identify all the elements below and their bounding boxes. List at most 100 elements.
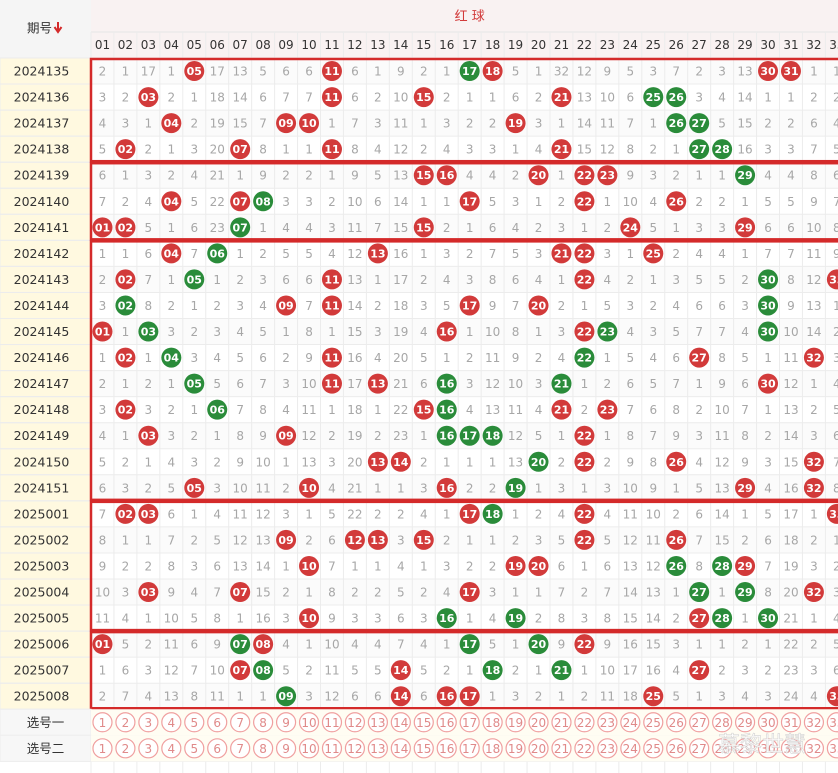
omission-value: 1: [741, 612, 749, 626]
omission-value: 8: [787, 273, 795, 287]
selectable-ball[interactable]: [298, 712, 320, 733]
selectable-ball[interactable]: [230, 712, 251, 733]
selectable-ball[interactable]: [551, 738, 572, 759]
selectable-ball[interactable]: [367, 712, 388, 733]
selectable-ball[interactable]: [712, 712, 733, 733]
omission-value: 4: [695, 247, 703, 261]
selectable-ball[interactable]: [666, 738, 687, 759]
selectable-ball[interactable]: [597, 738, 618, 759]
red-ball: [803, 347, 824, 368]
selectable-ball[interactable]: [344, 712, 366, 733]
selectable-ball[interactable]: [115, 712, 136, 733]
selectable-ball[interactable]: [666, 712, 687, 733]
selectable-ball[interactable]: [826, 738, 838, 759]
omission-value: 1: [695, 377, 703, 391]
selectable-ball[interactable]: [712, 738, 733, 759]
selectable-ball[interactable]: [459, 738, 480, 759]
omission-value: 12: [301, 429, 316, 443]
selectable-ball[interactable]: [321, 712, 343, 733]
omission-value: 3: [695, 429, 703, 443]
omission-value: 2: [672, 507, 680, 521]
omission-value: 1: [190, 91, 198, 105]
selectable-ball[interactable]: [390, 712, 411, 733]
selectable-ball[interactable]: [436, 712, 457, 733]
selectable-ball[interactable]: [620, 738, 641, 759]
selectable-ball[interactable]: [643, 712, 664, 733]
selectable-ball[interactable]: [253, 712, 274, 733]
selectable-ball[interactable]: [505, 712, 526, 733]
selectable-ball[interactable]: [138, 738, 159, 759]
omission-value: 24: [783, 690, 798, 704]
omission-value: 12: [485, 377, 500, 391]
selectable-ball[interactable]: [230, 738, 251, 759]
omission-value: 1: [420, 429, 428, 443]
ball-number: 02: [118, 299, 133, 312]
selectable-ball[interactable]: [253, 738, 274, 759]
selectable-ball[interactable]: [413, 712, 434, 733]
omission-value: 7: [672, 65, 680, 79]
selectable-ball[interactable]: [574, 712, 595, 733]
omission-value: 2: [535, 612, 543, 626]
selectable-ball[interactable]: [344, 738, 366, 759]
selectable-ball[interactable]: [138, 712, 159, 733]
omission-value: 2: [420, 143, 428, 157]
selectable-ball[interactable]: [505, 738, 526, 759]
selectable-ball[interactable]: [551, 712, 572, 733]
selectable-ball[interactable]: [275, 738, 297, 759]
selectable-ball[interactable]: [298, 738, 320, 759]
selectable-ball[interactable]: [115, 738, 136, 759]
selectable-ball[interactable]: [803, 738, 825, 759]
selectable-ball[interactable]: [436, 738, 457, 759]
selectable-ball[interactable]: [161, 738, 182, 759]
selectable-ball[interactable]: [689, 712, 710, 733]
selectable-ball[interactable]: [597, 712, 618, 733]
selectable-ball[interactable]: [184, 712, 205, 733]
selectable-ball[interactable]: [184, 738, 205, 759]
omission-value: 1: [305, 586, 313, 600]
omission-value: 2: [122, 195, 130, 209]
selectable-ball[interactable]: [207, 712, 228, 733]
selectable-ball[interactable]: [482, 712, 503, 733]
selectable-ball[interactable]: [459, 712, 480, 733]
omission-value: 2: [420, 455, 428, 469]
ball-number: 18: [485, 65, 500, 78]
selectable-ball[interactable]: [528, 712, 549, 733]
selectable-ball-number: 16: [439, 716, 454, 730]
selectable-ball-number: 30: [760, 742, 775, 756]
selectable-ball[interactable]: [161, 712, 182, 733]
selectable-ball[interactable]: [367, 738, 388, 759]
selectable-ball[interactable]: [92, 712, 113, 733]
selectable-ball[interactable]: [620, 712, 641, 733]
omission-value: 5: [374, 664, 382, 678]
omission-value: 12: [623, 533, 638, 547]
selectable-ball[interactable]: [826, 712, 838, 733]
selectable-ball[interactable]: [574, 738, 595, 759]
selectable-ball[interactable]: [92, 738, 113, 759]
green-ball: [758, 321, 779, 342]
selectable-ball[interactable]: [689, 738, 710, 759]
ball-number: 29: [737, 221, 752, 234]
omission-value: 2: [604, 377, 612, 391]
omission-value: 6: [718, 299, 726, 313]
red-header-bg: [91, 0, 838, 58]
selectable-ball[interactable]: [643, 738, 664, 759]
selectable-ball[interactable]: [275, 712, 297, 733]
selectable-ball-number: 1: [99, 716, 107, 730]
selectable-ball[interactable]: [528, 738, 549, 759]
omission-value: 2: [604, 455, 612, 469]
selectable-ball[interactable]: [757, 738, 779, 759]
selection-label-cell: [0, 708, 92, 736]
selectable-ball[interactable]: [734, 712, 756, 733]
selectable-ball[interactable]: [207, 738, 228, 759]
selectable-ball[interactable]: [390, 738, 411, 759]
selectable-ball[interactable]: [321, 738, 343, 759]
selectable-ball[interactable]: [803, 712, 825, 733]
selectable-ball[interactable]: [780, 712, 802, 733]
selectable-ball[interactable]: [780, 738, 802, 759]
omission-value: 4: [672, 299, 680, 313]
selectable-ball[interactable]: [757, 712, 779, 733]
selectable-ball[interactable]: [413, 738, 434, 759]
ball-number: 11: [324, 273, 339, 286]
selectable-ball[interactable]: [734, 738, 756, 759]
selectable-ball[interactable]: [482, 738, 503, 759]
